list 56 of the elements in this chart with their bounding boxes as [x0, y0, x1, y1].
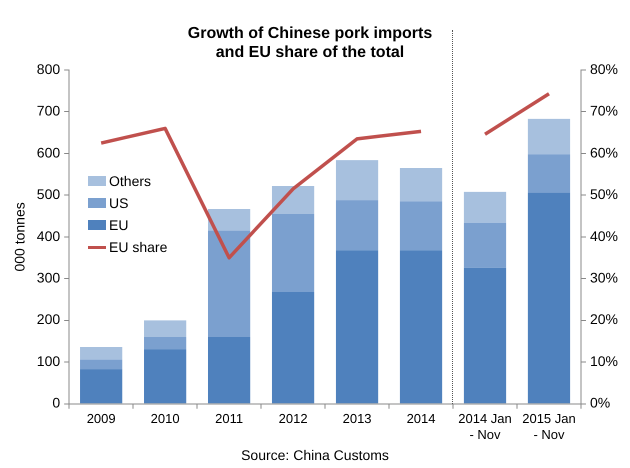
- bar: [528, 192, 570, 404]
- bar: [336, 200, 378, 250]
- bar: [80, 369, 122, 404]
- y2-tick-label: 70%: [590, 102, 618, 119]
- legend-label: EU share: [108, 238, 168, 257]
- legend-label: EU: [108, 216, 130, 235]
- x-tick-label: 2014 Jan - Nov: [458, 411, 512, 442]
- bar: [272, 214, 314, 292]
- bar: [144, 337, 186, 350]
- y2-tick-label: 20%: [590, 311, 618, 328]
- bar: [208, 337, 250, 404]
- x-tick-label: 2013: [342, 411, 372, 426]
- bar: [144, 320, 186, 338]
- x-tick-label: 2010: [150, 411, 180, 426]
- y2-tick-label: 40%: [590, 228, 618, 244]
- bar: [336, 160, 378, 200]
- y-axis-title: 000 tonnes: [11, 202, 28, 272]
- bar: [464, 192, 506, 223]
- y-tick-label: 800: [36, 60, 60, 77]
- y2-tick-label: 10%: [590, 352, 618, 369]
- bar: [400, 168, 442, 202]
- y-tick-label: 100: [36, 352, 60, 369]
- bar: [144, 350, 186, 404]
- y-tick-label: 600: [36, 144, 60, 160]
- bar: [528, 118, 570, 154]
- y2-tick-label: 50%: [590, 186, 618, 202]
- bar: [272, 292, 314, 404]
- y2-tick-label: 60%: [590, 144, 618, 160]
- y-tick-label: 200: [36, 311, 60, 328]
- x-tick-label: 2015 Jan - Nov: [522, 411, 576, 442]
- x-tick-label: 2011: [215, 411, 244, 426]
- y-tick-label: 500: [36, 186, 60, 202]
- bar: [464, 268, 506, 404]
- legend-label: US: [108, 194, 130, 213]
- x-tick-label: 2014: [406, 411, 436, 426]
- bar: [528, 154, 570, 193]
- y-tick-label: 700: [36, 102, 60, 119]
- y2-tick-label: 30%: [590, 269, 618, 286]
- y2-tick-label: 80%: [590, 60, 618, 77]
- y-tick-label: 0: [52, 394, 60, 411]
- bar: [80, 347, 122, 360]
- x-tick-label: 2012: [278, 411, 308, 426]
- x-tick-label: 2009: [86, 411, 116, 426]
- legend-label: Others: [108, 172, 152, 191]
- bar: [336, 250, 378, 404]
- bar: [208, 230, 250, 338]
- y-tick-label: 300: [36, 269, 60, 286]
- bar: [400, 250, 442, 404]
- chart-title: Growth of Chinese pork imports and EU share of the total: [186, 24, 434, 62]
- bar: [208, 208, 250, 231]
- y2-tick-label: 0%: [590, 394, 610, 411]
- bar: [80, 360, 122, 370]
- bar: [400, 201, 442, 250]
- source-note: Source: China Customs: [240, 447, 390, 463]
- y-tick-label: 400: [36, 228, 60, 244]
- bar: [464, 222, 506, 268]
